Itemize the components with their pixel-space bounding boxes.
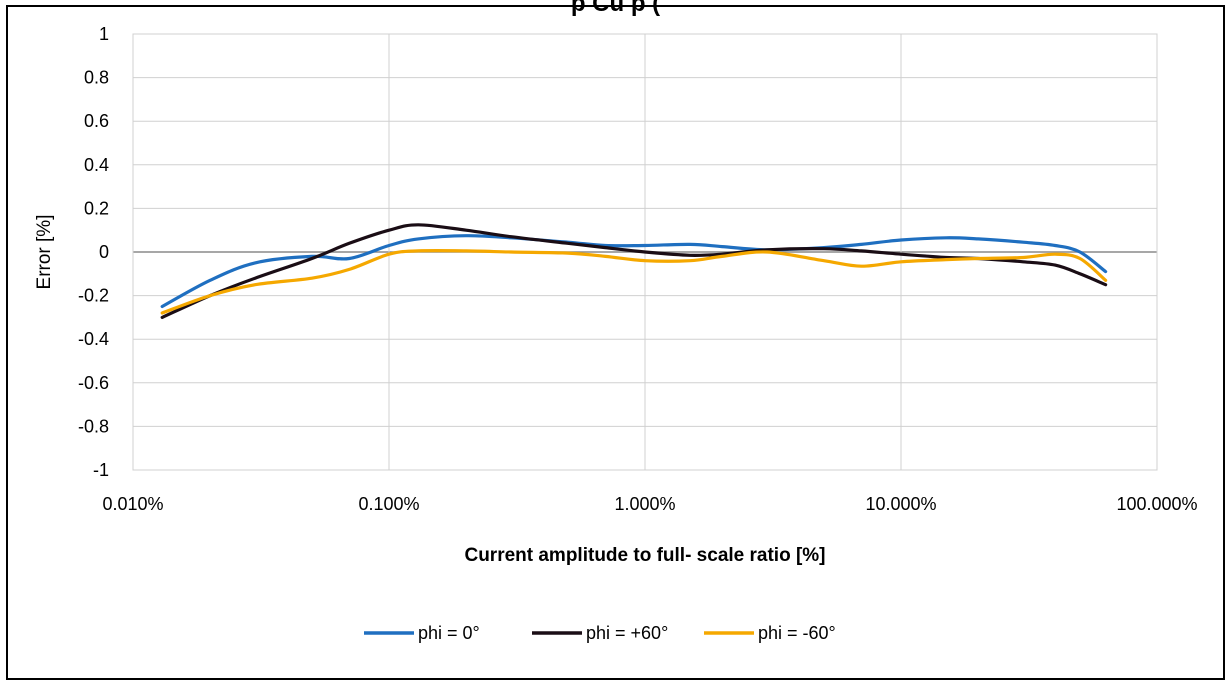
y-axis-title: Error [%] <box>34 215 55 290</box>
x-tick-label: 0.100% <box>358 494 419 514</box>
y-tick-label: -0.4 <box>78 329 109 349</box>
x-tick-label: 100.000% <box>1116 494 1197 514</box>
x-tick-label: 0.010% <box>102 494 163 514</box>
grid <box>132 33 1158 471</box>
legend: phi = 0° phi = +60° phi = -60° <box>364 623 836 643</box>
y-tick-label: -0.2 <box>78 286 109 306</box>
x-tick-label: 1.000% <box>614 494 675 514</box>
y-tick-labels: 1 0.8 0.6 0.4 0.2 0 -0.2 -0.4 -0.6 -0.8 -1 <box>78 24 109 480</box>
series-lines <box>160 223 1108 319</box>
y-tick-label: 0.2 <box>84 198 109 218</box>
y-tick-label: -0.8 <box>78 416 109 436</box>
y-tick-label: -0.6 <box>78 373 109 393</box>
legend-label-1: phi = +60° <box>586 623 668 643</box>
x-tick-label: 10.000% <box>865 494 936 514</box>
x-axis-title: Current amplitude to full- scale ratio [… <box>464 545 825 566</box>
legend-label-2: phi = -60° <box>758 623 836 643</box>
y-tick-label: 0 <box>99 242 109 262</box>
series-line-2 <box>160 249 1108 315</box>
series-line-0 <box>160 234 1108 309</box>
y-tick-label: 0.6 <box>84 111 109 131</box>
legend-label-0: phi = 0° <box>418 623 480 643</box>
plot-area <box>132 33 1158 471</box>
y-tick-label: 0.8 <box>84 68 109 88</box>
y-tick-label: 0.4 <box>84 155 109 175</box>
y-tick-label: 1 <box>99 24 109 44</box>
chart-title: p Cu p ( <box>570 0 661 17</box>
y-tick-label: -1 <box>93 460 109 480</box>
x-tick-labels: 0.010% 0.100% 1.000% 10.000% 100.000% <box>102 494 1197 514</box>
chart-frame <box>6 5 1225 680</box>
